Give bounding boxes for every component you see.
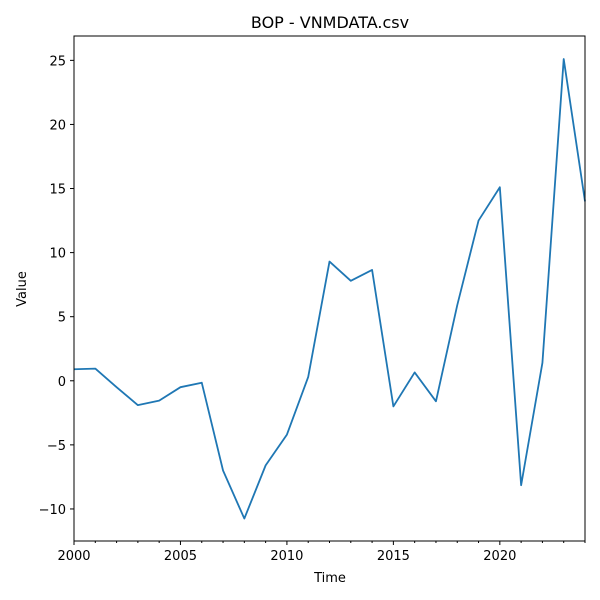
y-tick-label: 15 (49, 183, 66, 198)
data-point (285, 433, 289, 437)
data-point (370, 268, 374, 272)
data-point (413, 370, 417, 374)
x-tick-label: 2005 (164, 549, 197, 564)
data-point (455, 303, 459, 307)
x-tick-label: 2000 (57, 549, 90, 564)
x-axis: 2000 2005 2010 2015 2020 (57, 541, 586, 564)
y-axis: −10 −5 0 5 10 15 20 25 (39, 54, 74, 518)
data-point (221, 469, 225, 473)
x-tick-label: 2020 (483, 549, 516, 564)
data-point (115, 385, 119, 389)
y-tick-label: −5 (47, 439, 66, 454)
y-tick-label: −10 (39, 503, 66, 518)
data-point (157, 399, 161, 403)
data-point (519, 483, 523, 487)
y-tick-label: 20 (49, 118, 66, 133)
data-point (264, 463, 268, 467)
chart-title: BOP - VNMDATA.csv (251, 13, 409, 32)
data-point (242, 517, 246, 521)
data-point (391, 404, 395, 408)
data-point (498, 185, 502, 189)
x-tick-label: 2015 (377, 549, 410, 564)
data-point (349, 279, 353, 283)
data-point (306, 375, 310, 379)
data-point (93, 367, 97, 371)
data-point (200, 381, 204, 385)
y-tick-label: 10 (49, 247, 66, 262)
data-point (178, 385, 182, 389)
y-tick-label: 25 (49, 54, 66, 69)
plot-area (73, 57, 586, 521)
x-axis-label: Time (313, 571, 346, 586)
x-tick-label: 2010 (270, 549, 303, 564)
data-point (434, 399, 438, 403)
data-point (540, 361, 544, 365)
data-point (328, 260, 332, 264)
data-point (136, 403, 140, 407)
y-axis-label: Value (15, 271, 30, 307)
data-point (477, 219, 481, 223)
y-tick-label: 5 (58, 311, 66, 326)
series-line (73, 58, 586, 520)
y-tick-label: 0 (58, 375, 66, 390)
data-point (562, 57, 566, 61)
